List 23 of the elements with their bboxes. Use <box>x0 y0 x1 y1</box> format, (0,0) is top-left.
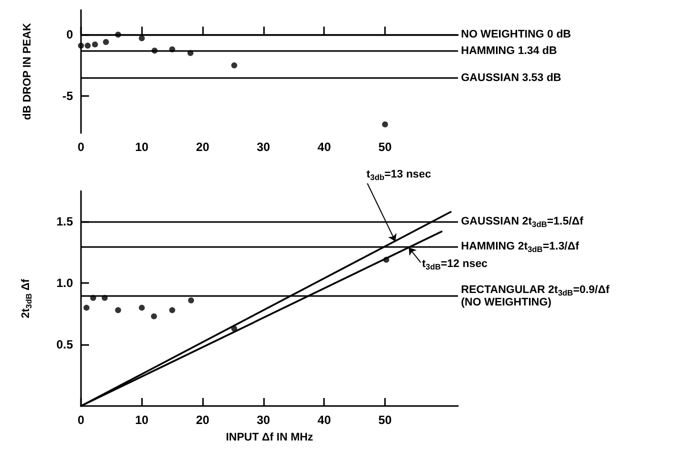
x-tick-label: 40 <box>318 140 332 154</box>
x-tick-label: 50 <box>378 413 392 427</box>
x-tick-label: 20 <box>196 413 210 427</box>
y-tick-label: -5 <box>62 89 74 104</box>
y-axis-title: 2t3dB Δf <box>20 278 34 318</box>
y-tick-label: 1.0 <box>56 276 74 290</box>
ref-line-label: NO WEIGHTING 0 dB <box>461 28 572 41</box>
x-tick-label: 30 <box>256 140 270 154</box>
ref-line-label: GAUSSIAN 3.53 dB <box>461 72 562 84</box>
y-tick-label: 0 <box>66 28 74 42</box>
x-axis-title: INPUT Δf IN MHz <box>226 432 314 444</box>
y-axis-title: dB DROP IN PEAK <box>22 22 34 120</box>
y-tick-label: 0.5 <box>56 338 74 352</box>
x-tick-label: 10 <box>135 140 149 154</box>
y-tick-label: 1.5 <box>56 214 74 229</box>
x-tick-label: 0 <box>78 140 85 154</box>
x-tick-label: 0 <box>78 413 85 427</box>
x-tick-label: 10 <box>135 413 149 427</box>
ref-line-label: HAMMING 1.34 dB <box>461 45 558 58</box>
x-tick-label: 20 <box>196 140 210 154</box>
x-tick-label: 30 <box>256 413 270 427</box>
x-tick-label: 50 <box>378 140 392 154</box>
x-tick-label: 40 <box>318 413 332 427</box>
